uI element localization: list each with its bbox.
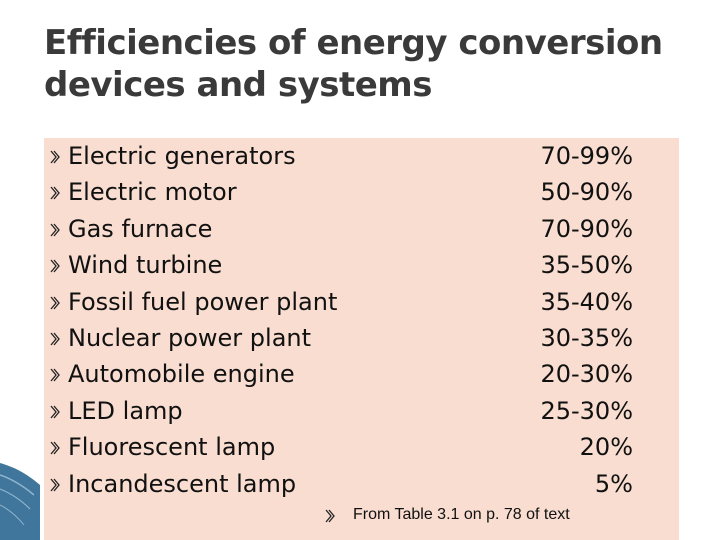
ornament-bullet-icon (50, 296, 60, 310)
efficiency-value: 70-99% (540, 142, 633, 170)
list-item: Fossil fuel power plant 35-40% (44, 284, 679, 320)
ornament-bullet-icon (50, 150, 60, 164)
efficiency-value: 20% (579, 433, 633, 462)
efficiency-value: 35-40% (540, 287, 633, 316)
efficiency-value: 25-30% (540, 396, 633, 425)
ornament-bullet-icon (50, 332, 60, 346)
ornament-bullet-icon (50, 478, 60, 492)
ornament-bullet-icon (50, 441, 60, 455)
ornament-bullet-icon (50, 223, 60, 237)
device-label: Electric motor (68, 178, 237, 207)
efficiency-value: 50-90% (540, 178, 633, 207)
list-item: Nuclear power plant 30-35% (44, 320, 679, 356)
efficiency-value: 35-50% (540, 251, 633, 280)
device-label: Nuclear power plant (68, 324, 312, 352)
efficiency-value: 30-35% (540, 324, 633, 352)
device-label: Incandescent lamp (68, 469, 297, 498)
device-label: Fossil fuel power plant (68, 287, 338, 316)
ornament-bullet-icon (50, 259, 60, 273)
list-item: Wind turbine 35-50% (44, 247, 679, 283)
ornament-bullet-icon (50, 368, 60, 382)
corner-wave-decoration (0, 463, 40, 540)
ornament-bullet-icon (325, 509, 335, 523)
device-label: Automobile engine (68, 360, 295, 389)
footnote-text: From Table 3.1 on p. 78 of text (353, 506, 570, 523)
list-item: Fluorescent lamp 20% (44, 429, 679, 465)
ornament-bullet-icon (50, 405, 60, 419)
list-item: Electric generators 70-99% (44, 138, 679, 174)
device-label: Electric generators (68, 142, 296, 170)
list-item: Electric motor 50-90% (44, 174, 679, 210)
device-label: Fluorescent lamp (68, 433, 276, 462)
efficiency-list: Electric generators 70-99% Electric motor 5… (44, 138, 679, 540)
list-item: LED lamp 25-30% (44, 393, 679, 429)
list-item: Incandescent lamp 5% (44, 466, 679, 502)
ornament-bullet-icon (50, 186, 60, 200)
efficiency-value: 5% (579, 469, 633, 498)
device-label: Gas furnace (68, 214, 213, 243)
efficiency-value: 70-90% (540, 214, 633, 243)
efficiency-value: 20-30% (540, 360, 633, 389)
device-label: LED lamp (68, 396, 183, 425)
list-item: Automobile engine 20-30% (44, 356, 679, 392)
device-label: Wind turbine (68, 251, 223, 280)
list-item: Gas furnace 70-90% (44, 211, 679, 247)
slide-title: Efficiencies of energy conversion device… (44, 23, 663, 105)
